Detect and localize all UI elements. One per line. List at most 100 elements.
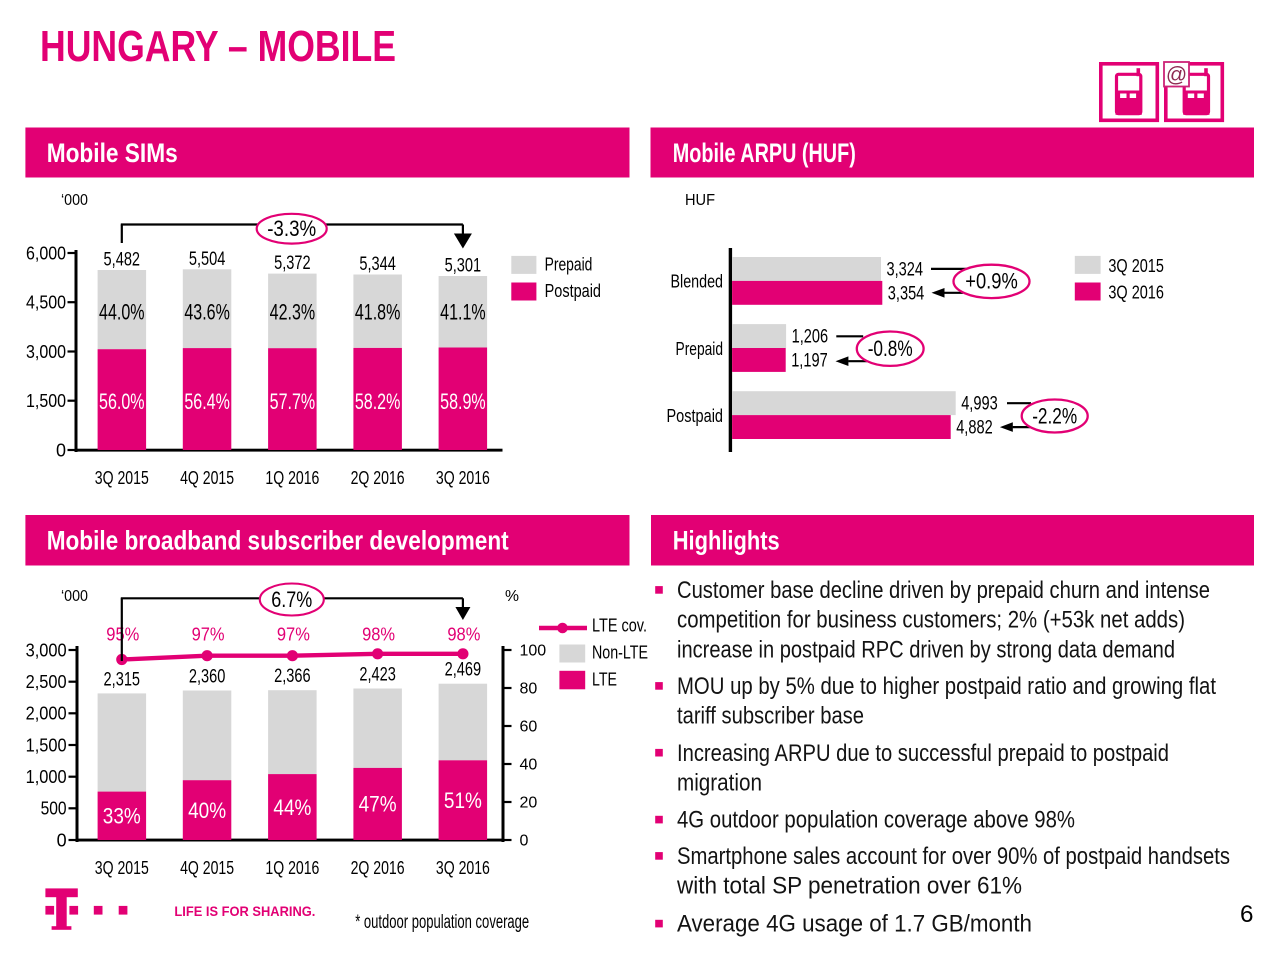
svg-text:41.8%: 41.8%	[355, 299, 401, 324]
svg-text:1,197: 1,197	[791, 351, 828, 372]
svg-text:1Q 2016: 1Q 2016	[265, 857, 319, 878]
svg-text:3,354: 3,354	[888, 283, 925, 304]
svg-text:6.7%: 6.7%	[271, 587, 312, 612]
svg-text:HUNGARY – MOBILE: HUNGARY – MOBILE	[40, 22, 396, 71]
svg-text:Non-LTE: Non-LTE	[592, 641, 648, 662]
svg-text:HUF: HUF	[685, 192, 715, 209]
svg-text:4Q 2015: 4Q 2015	[180, 467, 234, 488]
svg-text:Mobile ARPU (HUF): Mobile ARPU (HUF)	[673, 138, 856, 168]
svg-text:-0.8%: -0.8%	[868, 336, 913, 361]
svg-text:+0.9%: +0.9%	[965, 269, 1018, 294]
svg-text:@: @	[1166, 64, 1187, 87]
svg-text:41.1%: 41.1%	[440, 299, 486, 324]
svg-text:500: 500	[41, 799, 67, 819]
svg-text:with total SP penetration over: with total SP penetration over 61%	[676, 873, 1022, 900]
svg-text:3Q 2015: 3Q 2015	[95, 467, 149, 488]
svg-text:3Q 2016: 3Q 2016	[436, 857, 490, 878]
svg-text:Mobile SIMs: Mobile SIMs	[47, 138, 178, 168]
svg-text:5,482: 5,482	[104, 250, 141, 271]
svg-text:2Q 2016: 2Q 2016	[351, 467, 405, 488]
svg-text:42.3%: 42.3%	[270, 299, 316, 324]
svg-text:58.2%: 58.2%	[355, 389, 401, 414]
svg-text:3,000: 3,000	[26, 342, 66, 362]
svg-text:44%: 44%	[273, 795, 311, 820]
svg-text:44.0%: 44.0%	[99, 299, 145, 324]
svg-text:LTE: LTE	[592, 668, 617, 689]
svg-text:1,000: 1,000	[26, 767, 67, 787]
svg-text:4,882: 4,882	[956, 418, 993, 439]
svg-text:* outdoor population coverage: * outdoor population coverage	[355, 912, 529, 933]
svg-text:Average 4G usage of 1.7 GB/mon: Average 4G usage of 1.7 GB/month	[677, 911, 1032, 938]
svg-text:20: 20	[520, 795, 538, 812]
svg-text:1,500: 1,500	[26, 735, 67, 755]
svg-text:100: 100	[520, 643, 547, 660]
svg-text:Mobile broadband subscriber de: Mobile broadband subscriber development	[47, 526, 509, 556]
svg-text:2,500: 2,500	[26, 672, 67, 692]
svg-text:2,315: 2,315	[104, 669, 141, 690]
svg-text:5,504: 5,504	[189, 249, 226, 270]
svg-text:competition for business custo: competition for business customers; 2% (…	[677, 607, 1185, 634]
svg-text:Prepaid: Prepaid	[545, 254, 593, 275]
svg-text:tariff subscriber base: tariff subscriber base	[677, 703, 864, 730]
svg-text:LIFE IS FOR SHARING.: LIFE IS FOR SHARING.	[174, 903, 315, 919]
svg-text:4,500: 4,500	[26, 293, 66, 313]
svg-text:increase in postpaid RPC drive: increase in postpaid RPC driven by stron…	[677, 636, 1175, 663]
svg-text:58.9%: 58.9%	[440, 389, 486, 414]
svg-text:Prepaid: Prepaid	[676, 338, 724, 359]
svg-text:1,206: 1,206	[792, 327, 829, 348]
svg-text:-2.2%: -2.2%	[1032, 403, 1077, 428]
svg-text:98%: 98%	[447, 624, 480, 645]
svg-text:57.7%: 57.7%	[270, 389, 316, 414]
svg-text:Smartphone sales account for o: Smartphone sales account for over 90% of…	[677, 843, 1230, 870]
svg-text:33%: 33%	[103, 804, 141, 829]
svg-text:3Q 2016: 3Q 2016	[1108, 282, 1164, 303]
svg-text:98%: 98%	[362, 624, 395, 645]
svg-text:0: 0	[57, 830, 67, 850]
svg-text:%: %	[505, 588, 519, 605]
svg-text:Increasing ARPU due to success: Increasing ARPU due to successful prepai…	[677, 740, 1169, 767]
svg-text:2,366: 2,366	[274, 666, 311, 687]
svg-text:Customer base decline driven b: Customer base decline driven by prepaid …	[677, 577, 1210, 604]
svg-text:0: 0	[520, 833, 529, 850]
svg-text:Postpaid: Postpaid	[667, 405, 724, 426]
svg-text:1Q 2016: 1Q 2016	[265, 467, 319, 488]
svg-text:0: 0	[56, 440, 66, 460]
svg-text:3Q 2015: 3Q 2015	[1108, 255, 1164, 276]
svg-text:51%: 51%	[444, 788, 482, 813]
svg-text:5,344: 5,344	[359, 254, 396, 275]
svg-text:Highlights: Highlights	[673, 526, 780, 556]
svg-text:5,301: 5,301	[445, 256, 482, 277]
svg-text:43.6%: 43.6%	[184, 299, 230, 324]
svg-text:47%: 47%	[359, 792, 397, 817]
svg-text:56.4%: 56.4%	[184, 389, 230, 414]
svg-text:3Q 2015: 3Q 2015	[95, 857, 149, 878]
svg-text:MOU up by 5% due to higher pos: MOU up by 5% due to higher postpaid rati…	[677, 673, 1216, 700]
svg-text:2,000: 2,000	[26, 704, 67, 724]
svg-text:6: 6	[1240, 901, 1254, 928]
svg-text:migration: migration	[677, 770, 762, 797]
svg-text:-3.3%: -3.3%	[267, 216, 316, 241]
svg-text:4G outdoor population coverage: 4G outdoor population coverage above 98%	[677, 807, 1075, 834]
svg-text:2Q 2016: 2Q 2016	[351, 857, 405, 878]
svg-text:5,372: 5,372	[274, 253, 311, 274]
svg-text:3Q 2016: 3Q 2016	[436, 467, 490, 488]
svg-text:3,000: 3,000	[26, 640, 67, 660]
svg-text:97%: 97%	[277, 624, 310, 645]
svg-text:6,000: 6,000	[26, 243, 66, 263]
svg-text:97%: 97%	[192, 624, 225, 645]
svg-text:‘000: ‘000	[61, 192, 88, 209]
svg-text:Postpaid: Postpaid	[545, 280, 601, 301]
svg-text:4,993: 4,993	[961, 394, 998, 415]
svg-text:‘000: ‘000	[61, 588, 88, 605]
svg-text:Blended: Blended	[671, 271, 724, 292]
svg-text:40: 40	[520, 757, 538, 774]
svg-text:40%: 40%	[188, 798, 226, 823]
svg-text:60: 60	[520, 719, 538, 736]
svg-text:2,360: 2,360	[189, 667, 226, 688]
svg-text:1,500: 1,500	[26, 391, 66, 411]
svg-text:80: 80	[520, 681, 538, 698]
svg-text:2,469: 2,469	[445, 660, 482, 681]
svg-text:56.0%: 56.0%	[99, 389, 145, 414]
svg-text:3,324: 3,324	[887, 260, 924, 281]
svg-text:LTE cov.: LTE cov.	[592, 615, 647, 636]
